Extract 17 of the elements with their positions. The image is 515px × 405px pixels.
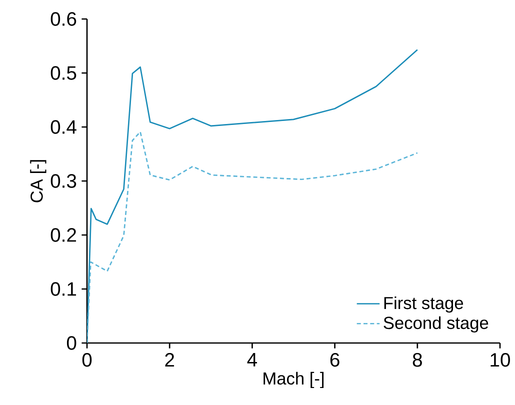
x-tick-label: 4 [247,353,258,366]
y-tick-label: 0.3 [50,174,76,188]
y-tick-label: 0 [66,336,76,350]
y-axis-title: CA [-] [30,160,46,202]
x-tick-label: 8 [412,353,422,367]
x-tick-label: 6 [330,353,340,367]
y-tick-label: 0.4 [50,120,76,134]
x-axis-title: Mach [-] [264,372,324,388]
y-tick-label: 0.5 [50,66,76,80]
x-tick-label: 0 [82,353,92,367]
y-tick-label: 0.1 [50,282,76,296]
y-tick-label: 0.6 [50,12,76,26]
legend-label: Second stage [384,316,488,333]
x-tick-label: 2 [165,353,174,367]
legend-label: First stage [384,296,464,313]
y-tick-label: 0.2 [50,228,76,242]
x-tick-label: 10 [490,353,510,367]
